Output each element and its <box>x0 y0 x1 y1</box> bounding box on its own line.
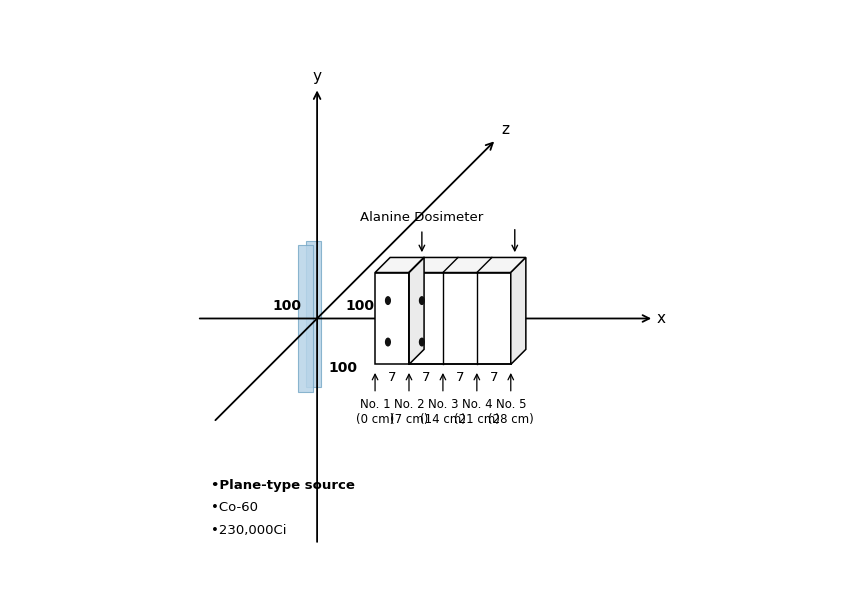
Text: •230,000Ci: •230,000Ci <box>211 524 287 537</box>
Text: No. 5
(28 cm): No. 5 (28 cm) <box>488 398 533 427</box>
Polygon shape <box>409 258 424 364</box>
Text: y: y <box>312 69 322 84</box>
Polygon shape <box>409 272 511 364</box>
Text: z: z <box>502 122 510 137</box>
Polygon shape <box>375 272 409 364</box>
Polygon shape <box>306 241 322 387</box>
Ellipse shape <box>386 338 390 346</box>
Text: 7: 7 <box>422 371 430 384</box>
Text: 100: 100 <box>329 361 358 375</box>
Text: 100: 100 <box>345 299 374 313</box>
Ellipse shape <box>419 297 425 304</box>
Text: 100: 100 <box>272 299 301 313</box>
Text: •Plane-type source: •Plane-type source <box>211 479 355 491</box>
Polygon shape <box>511 258 526 364</box>
Text: Alanine Dosimeter: Alanine Dosimeter <box>360 212 484 225</box>
Ellipse shape <box>419 338 425 346</box>
Text: x: x <box>657 311 665 326</box>
Polygon shape <box>298 245 313 392</box>
Text: 7: 7 <box>490 371 498 384</box>
Ellipse shape <box>386 297 390 304</box>
Polygon shape <box>409 258 526 272</box>
Text: No. 4
(21 cm): No. 4 (21 cm) <box>454 398 500 427</box>
Text: No. 2
(7 cm): No. 2 (7 cm) <box>390 398 428 427</box>
Text: •Co-60: •Co-60 <box>211 501 258 514</box>
Text: No. 1
(0 cm): No. 1 (0 cm) <box>356 398 394 427</box>
Text: No. 3
(14 cm): No. 3 (14 cm) <box>420 398 466 427</box>
Text: 7: 7 <box>387 371 397 384</box>
Text: 7: 7 <box>456 371 464 384</box>
Polygon shape <box>375 258 424 272</box>
